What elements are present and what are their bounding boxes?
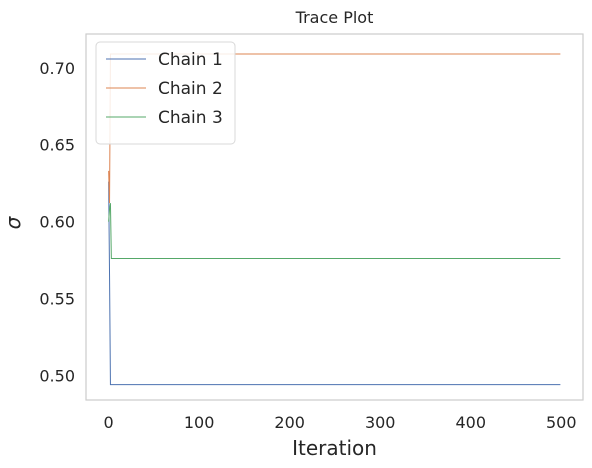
y-tick-label: 0.70 — [39, 59, 75, 78]
x-tick-label: 100 — [184, 413, 215, 432]
legend: Chain 1 Chain 2 Chain 3 — [95, 41, 236, 145]
x-tick-label: 500 — [546, 413, 577, 432]
legend-entry: Chain 1 — [158, 50, 223, 70]
y-tick-label: 0.55 — [39, 290, 75, 309]
y-axis-ticks: 0.50 0.55 0.60 0.65 0.70 — [39, 59, 75, 386]
series-line-chain-3 — [108, 203, 561, 260]
y-tick-label: 0.65 — [39, 136, 75, 155]
x-tick-label: 0 — [104, 413, 114, 432]
series-line-chain-1 — [108, 181, 561, 386]
y-tick-label: 0.60 — [39, 213, 75, 232]
legend-entry: Chain 3 — [158, 108, 223, 128]
chart-title: Trace Plot — [295, 8, 374, 27]
y-axis-label: σ — [1, 215, 25, 229]
x-axis-label: Iteration — [292, 436, 377, 460]
plot-frame — [85, 33, 584, 401]
legend-box — [95, 41, 236, 145]
x-tick-label: 200 — [274, 413, 305, 432]
x-tick-label: 300 — [365, 413, 396, 432]
x-axis-ticks: 0 100 200 300 400 500 — [104, 413, 577, 432]
x-tick-label: 400 — [455, 413, 486, 432]
legend-entry: Chain 2 — [158, 79, 223, 99]
y-tick-label: 0.50 — [39, 366, 75, 385]
